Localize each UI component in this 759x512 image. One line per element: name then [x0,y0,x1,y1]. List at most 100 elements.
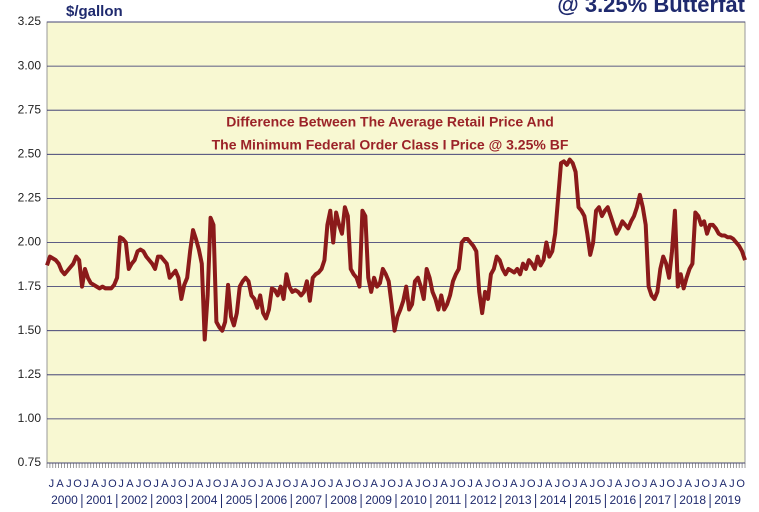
period-label: J [206,478,212,490]
y-tick-label: 2.75 [18,102,42,116]
period-label: J [223,478,229,490]
y-tick-label: 1.25 [18,367,42,381]
year-label: 2015 [575,493,602,507]
period-label: O [108,478,117,490]
period-label: J [659,478,665,490]
period-label: O [527,478,536,490]
period-label: A [580,478,588,490]
year-label: 2005 [226,493,253,507]
year-label: 2004 [191,493,218,507]
period-label: J [293,478,299,490]
period-label: O [597,478,606,490]
period-label: J [485,478,491,490]
period-label: O [422,478,431,490]
period-label: O [562,478,571,490]
period-label: J [433,478,439,490]
period-label: A [161,478,169,490]
period-label: O [632,478,641,490]
y-tick-label: 1.50 [18,323,42,337]
period-label: J [555,478,561,490]
y-tick-label: 2.50 [18,146,42,160]
year-label: 2003 [156,493,183,507]
period-label: J [642,478,648,490]
period-label: A [371,478,379,490]
year-label: 2011 [435,493,461,507]
period-label: O [248,478,257,490]
year-label: 2006 [260,493,287,507]
period-label: J [310,478,316,490]
period-label: A [196,478,204,490]
period-label: J [590,478,596,490]
period-label: O [701,478,710,490]
year-label: 2000 [51,493,78,507]
period-label: O [318,478,327,490]
period-label: J [258,478,264,490]
year-label: 2008 [330,493,357,507]
period-label: O [387,478,396,490]
period-label: A [440,478,448,490]
period-label: O [492,478,501,490]
period-label: O [736,478,745,490]
period-label: O [73,478,82,490]
year-label: 2009 [365,493,392,507]
period-label: J [118,478,124,490]
period-label: J [275,478,281,490]
y-axis-label: $/gallon [66,3,123,20]
year-label: 2001 [86,493,113,507]
period-label: A [56,478,64,490]
period-label: A [266,478,274,490]
data-line [45,157,747,342]
period-label: A [301,478,309,490]
period-label: O [352,478,361,490]
period-label: O [457,478,466,490]
year-label: 2010 [400,493,427,507]
period-label: O [213,478,222,490]
period-label: J [712,478,718,490]
y-tick-label: 3.00 [18,58,42,72]
period-label: A [405,478,413,490]
period-label: J [415,478,421,490]
period-label: J [188,478,194,490]
month-ticks [46,463,746,468]
period-label: J [467,478,473,490]
period-label: A [720,478,728,490]
period-label: J [729,478,735,490]
period-label: O [283,478,292,490]
period-label: J [153,478,159,490]
period-label: A [650,478,658,490]
period-label: A [545,478,553,490]
period-label: A [615,478,623,490]
period-label: O [178,478,187,490]
period-label: J [171,478,177,490]
period-label: J [84,478,90,490]
period-label: O [667,478,676,490]
period-label: J [49,478,55,490]
year-label: 2012 [470,493,497,507]
period-label: J [136,478,142,490]
year-label: 2013 [505,493,532,507]
year-label: 2017 [644,493,671,507]
period-label: A [336,478,344,490]
year-label: 2002 [121,493,148,507]
y-tick-label: 3.25 [18,14,42,28]
y-tick-label: 2.00 [18,235,42,249]
period-label: A [475,478,483,490]
period-label: J [101,478,107,490]
period-label: J [537,478,543,490]
period-label: A [685,478,693,490]
year-label: 2016 [609,493,636,507]
period-label: A [126,478,134,490]
year-label: 2018 [679,493,706,507]
period-label: J [624,478,630,490]
year-label: 2019 [714,493,741,507]
period-label: J [328,478,334,490]
chart-title: @ 3.25% Butterfat [557,0,745,17]
period-label: J [520,478,526,490]
period-label: A [91,478,99,490]
period-label: J [398,478,404,490]
period-label: J [66,478,72,490]
period-label: J [345,478,351,490]
period-label: A [231,478,239,490]
year-label: 2014 [540,493,567,507]
